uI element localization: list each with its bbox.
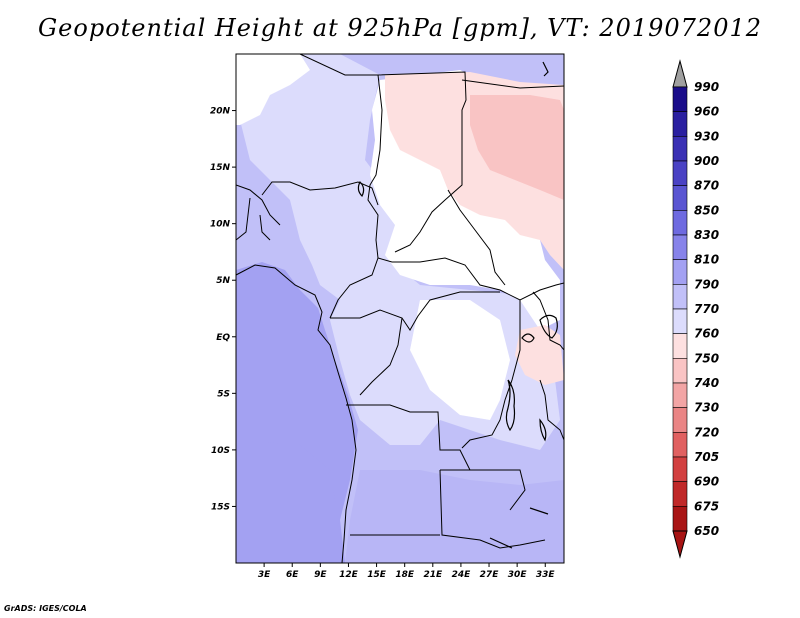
colorbar-top-triangle [672,59,688,88]
colorbar-swatch [672,259,688,285]
y-tick-label: 20N [210,107,231,117]
x-tick-label: 27E [480,570,500,580]
field-south-region [345,470,564,563]
colorbar-label: 960 [694,105,719,119]
colorbar-swatch [672,432,688,458]
colorbar-label: 990 [694,80,719,94]
colorbar-swatch [672,210,688,236]
colorbar-label: 690 [694,475,719,489]
colorbar-swatch [672,160,688,186]
colorbar-swatch [672,407,688,433]
colorbar-swatch [672,382,688,408]
colorbar-swatch [672,456,688,482]
field-northeast-core [470,95,564,200]
x-tick-label: 30E [508,570,528,580]
field-northwest-white [236,54,310,125]
x-tick-label: 18E [395,570,415,580]
x-axis-ticks: 3E 6E 9E 12E 15E 18E 21E 24E 27E 30E 33E [258,563,556,580]
colorbar-swatch [672,481,688,507]
x-tick-label: 6E [286,570,299,580]
colorbar-bottom-triangle [672,530,688,559]
lake-outlines [357,61,558,549]
colorbar-label: 810 [694,253,719,267]
colorbar-label: 760 [694,327,719,341]
field-white-central [410,300,510,420]
colorbar-label: 850 [694,203,719,217]
colorbar-swatch [672,111,688,137]
colorbar-swatch [672,185,688,211]
colorbar-label: 730 [694,401,719,415]
field-lake-region [515,325,564,385]
plot-frame [235,53,565,564]
height-field [236,54,564,563]
colorbar-swatch [672,136,688,162]
y-tick-label: 15N [210,163,231,173]
colorbar-label: 705 [694,450,719,464]
x-tick-label: 21E [423,570,443,580]
colorbar: 990 960 930 900 870 850 830 810 790 770 760 750 740 7… [672,59,719,559]
y-tick-label: 10S [211,446,230,456]
colorbar-label: 675 [694,499,719,513]
y-tick-label: 15S [211,502,230,512]
colorbar-swatch [672,358,688,384]
country-borders [236,54,564,563]
y-tick-label: 5S [217,389,230,399]
y-tick-label: 10N [210,220,231,230]
colorbar-label: 750 [694,351,719,365]
y-tick-label: EQ [216,333,230,343]
colorbar-swatch [672,308,688,334]
x-tick-label: 12E [339,570,359,580]
grads-credit: GrADS: IGES/COLA [4,604,87,613]
colorbar-label: 740 [694,376,719,390]
colorbar-swatch [672,284,688,310]
colorbar-label: 900 [694,154,719,168]
colorbar-label: 790 [694,277,719,291]
colorbar-swatch [672,506,688,532]
colorbar-label: 870 [694,179,719,193]
colorbar-label: 930 [694,129,719,143]
colorbar-swatch [672,234,688,260]
field-ocean-region-south [236,440,345,563]
x-tick-label: 15E [367,570,387,580]
x-tick-label: 9E [314,570,327,580]
colorbar-label: 650 [694,524,719,538]
y-tick-label: 5N [216,276,230,286]
colorbar-label: 830 [694,228,719,242]
y-axis-ticks: 20N 15N 10N 5N EQ 5S 10S 15S [210,107,236,512]
x-tick-label: 33E [536,570,556,580]
x-tick-label: 24E [452,570,472,580]
colorbar-label: 770 [694,302,719,316]
colorbar-swatch [672,86,688,112]
colorbar-label: 720 [694,425,719,439]
chart-title: Geopotential Height at 925hPa [gpm], VT:… [38,14,762,42]
colorbar-swatch [672,333,688,359]
x-tick-label: 3E [258,570,271,580]
